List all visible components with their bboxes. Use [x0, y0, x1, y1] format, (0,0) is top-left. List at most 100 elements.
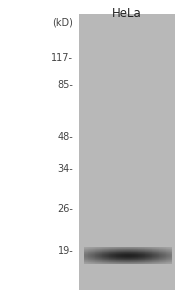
Bar — [117, 249, 118, 250]
Bar — [92, 258, 93, 259]
Bar — [156, 250, 157, 251]
Bar — [97, 259, 98, 260]
Bar — [167, 250, 168, 251]
Bar — [119, 263, 120, 264]
Bar — [171, 263, 172, 264]
Bar — [147, 262, 148, 263]
Bar — [162, 247, 163, 248]
Bar — [146, 258, 147, 259]
Bar — [147, 261, 148, 262]
Bar — [168, 249, 169, 250]
Bar — [120, 253, 121, 254]
Bar — [156, 257, 157, 258]
Bar — [157, 249, 158, 250]
Bar — [84, 260, 85, 261]
Bar — [155, 248, 156, 249]
Bar — [147, 260, 148, 261]
Bar — [142, 252, 143, 253]
Bar — [166, 250, 167, 251]
Bar — [84, 252, 85, 253]
Bar — [123, 252, 124, 253]
Bar — [98, 263, 99, 264]
Bar — [159, 263, 160, 264]
Bar — [87, 251, 88, 252]
Bar — [88, 257, 90, 258]
Bar — [109, 255, 110, 256]
Bar — [142, 254, 143, 255]
Bar — [116, 249, 117, 250]
Bar — [136, 262, 137, 263]
Bar — [140, 248, 141, 249]
Bar — [117, 249, 118, 250]
Bar — [132, 256, 133, 257]
Bar — [148, 253, 149, 254]
Bar — [170, 263, 171, 264]
Bar — [166, 258, 167, 259]
Bar — [99, 261, 100, 262]
Bar — [131, 255, 132, 256]
Bar — [98, 260, 99, 261]
Bar — [170, 248, 171, 249]
Bar — [144, 250, 145, 251]
Bar — [144, 251, 145, 252]
Bar — [152, 252, 153, 253]
Bar — [115, 262, 116, 263]
Bar — [115, 263, 116, 264]
Bar — [159, 248, 160, 249]
Bar — [128, 250, 129, 251]
Bar — [100, 257, 101, 258]
Bar — [113, 263, 114, 264]
Bar — [109, 260, 110, 261]
Bar — [128, 250, 129, 251]
Bar — [102, 251, 103, 252]
Bar — [97, 256, 98, 257]
Bar — [165, 260, 166, 261]
Bar — [127, 262, 128, 263]
Bar — [101, 262, 102, 263]
Bar — [110, 257, 111, 258]
Bar — [158, 250, 159, 251]
Bar — [122, 258, 123, 259]
Bar — [109, 257, 110, 258]
Bar — [88, 263, 90, 264]
Bar — [166, 249, 167, 250]
Bar — [117, 261, 118, 262]
Bar — [145, 258, 146, 259]
Bar — [144, 259, 145, 260]
Bar — [111, 250, 112, 251]
Bar — [102, 250, 103, 251]
Bar — [156, 262, 157, 263]
Bar — [114, 256, 115, 257]
Bar — [114, 257, 115, 258]
Bar — [87, 249, 88, 250]
Bar — [159, 261, 161, 262]
Bar — [101, 255, 102, 256]
Bar — [117, 248, 118, 249]
Bar — [171, 255, 172, 256]
Bar — [147, 250, 148, 251]
Bar — [97, 263, 98, 264]
Bar — [158, 263, 159, 264]
Bar — [89, 258, 90, 259]
Bar — [161, 262, 162, 263]
Bar — [111, 257, 112, 258]
Bar — [109, 249, 110, 250]
Bar — [111, 262, 112, 263]
Bar — [99, 250, 100, 251]
Bar — [96, 260, 97, 261]
Bar — [109, 249, 110, 250]
Bar — [150, 250, 151, 251]
Bar — [110, 250, 111, 251]
Bar — [93, 250, 94, 251]
Bar — [120, 249, 121, 250]
Bar — [161, 253, 162, 254]
Bar — [92, 261, 93, 262]
Bar — [157, 261, 158, 262]
Bar — [164, 258, 165, 259]
Bar — [115, 260, 116, 261]
Bar — [116, 256, 117, 257]
Bar — [135, 259, 136, 260]
Bar — [166, 254, 167, 255]
Bar — [122, 256, 123, 257]
Bar — [161, 248, 162, 249]
